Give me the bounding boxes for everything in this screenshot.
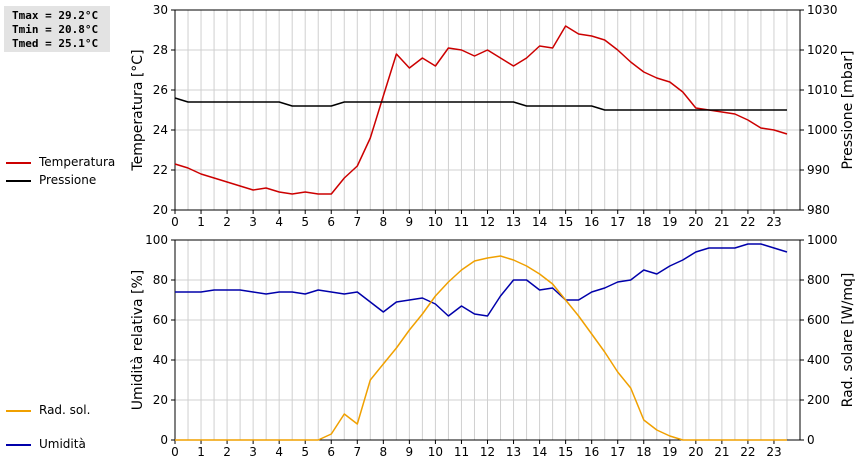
x-tick-label: 0 bbox=[171, 445, 179, 459]
x-tick-label: 20 bbox=[688, 445, 703, 459]
x-tick-label: 8 bbox=[380, 445, 388, 459]
x-tick-label: 12 bbox=[480, 445, 495, 459]
x-tick-label: 0 bbox=[171, 215, 179, 229]
x-tick-label: 18 bbox=[636, 445, 651, 459]
y-tick-label-right: 200 bbox=[807, 393, 830, 407]
legend-swatch-temperatura bbox=[6, 162, 31, 164]
x-tick-label: 17 bbox=[610, 215, 625, 229]
x-tick-label: 1 bbox=[197, 215, 205, 229]
y-tick-label-right: 400 bbox=[807, 353, 830, 367]
x-tick-label: 14 bbox=[532, 215, 547, 229]
stat-tmin: Tmin = 20.8°C bbox=[12, 23, 99, 36]
x-tick-label: 6 bbox=[327, 445, 335, 459]
x-tick-label: 9 bbox=[406, 445, 414, 459]
legend-swatch-pressione bbox=[6, 180, 31, 182]
x-tick-label: 15 bbox=[558, 445, 573, 459]
y-tick-label-left: 28 bbox=[153, 43, 168, 57]
y-tick-label-left: 100 bbox=[145, 233, 168, 247]
y-tick-label-right: 1020 bbox=[807, 43, 838, 57]
chart-0: 0 1 2 3 4 5 6 7 8 9 10 11 12 13 14 15 16 17 18 19 20 21 22 2320… bbox=[130, 3, 856, 229]
y-tick-label-right: 990 bbox=[807, 163, 830, 177]
y-tick-label-left: 22 bbox=[153, 163, 168, 177]
y-tick-label-left: 80 bbox=[153, 273, 168, 287]
x-tick-label: 11 bbox=[454, 445, 469, 459]
series-line-rad-sol- bbox=[175, 255, 787, 441]
legend-label-rad-sol: Rad. sol. bbox=[39, 403, 91, 417]
y-axis-title-right: Pressione [mbar] bbox=[840, 50, 856, 169]
x-tick-label: 18 bbox=[636, 215, 651, 229]
legend-label-umidita: Umidità bbox=[39, 437, 86, 451]
x-tick-label: 13 bbox=[506, 215, 521, 229]
x-tick-label: 21 bbox=[714, 445, 729, 459]
y-tick-label-right: 800 bbox=[807, 273, 830, 287]
x-tick-label: 2 bbox=[223, 215, 231, 229]
y-tick-label-right: 980 bbox=[807, 203, 830, 217]
x-tick-label: 16 bbox=[584, 445, 599, 459]
x-tick-label: 14 bbox=[532, 445, 547, 459]
y-tick-label-left: 20 bbox=[153, 203, 168, 217]
x-tick-label: 8 bbox=[380, 215, 388, 229]
y-tick-label-right: 1000 bbox=[807, 233, 838, 247]
y-tick-label-right: 0 bbox=[807, 433, 815, 447]
y-tick-label-left: 0 bbox=[160, 433, 168, 447]
y-tick-label-left: 24 bbox=[153, 123, 168, 137]
x-tick-label: 22 bbox=[740, 215, 755, 229]
x-tick-label: 21 bbox=[714, 215, 729, 229]
x-tick-label: 15 bbox=[558, 215, 573, 229]
y-tick-label-left: 26 bbox=[153, 83, 168, 97]
x-tick-label: 5 bbox=[301, 215, 309, 229]
x-tick-label: 3 bbox=[249, 215, 257, 229]
x-tick-label: 4 bbox=[275, 445, 283, 459]
x-tick-label: 10 bbox=[428, 215, 443, 229]
y-axis-title-right: Rad. solare [W/mq] bbox=[840, 273, 856, 408]
stats-box: Tmax = 29.2°C Tmin = 20.8°C Tmed = 25.1°… bbox=[4, 6, 110, 52]
stat-tmax: Tmax = 29.2°C bbox=[12, 9, 99, 22]
x-tick-label: 9 bbox=[406, 215, 414, 229]
x-tick-label: 23 bbox=[766, 215, 781, 229]
legend-swatch-umidita bbox=[6, 444, 31, 446]
y-axis-title-left: Umidità relativa [%] bbox=[130, 270, 146, 411]
x-tick-label: 23 bbox=[766, 445, 781, 459]
x-tick-label: 2 bbox=[223, 445, 231, 459]
y-tick-label-left: 60 bbox=[153, 313, 168, 327]
x-tick-label: 7 bbox=[353, 445, 361, 459]
y-tick-label-right: 1000 bbox=[807, 123, 838, 137]
series-line-pressione bbox=[174, 97, 787, 111]
x-tick-label: 12 bbox=[480, 215, 495, 229]
y-tick-label-left: 30 bbox=[153, 3, 168, 17]
x-tick-label: 1 bbox=[197, 445, 205, 459]
x-tick-label: 20 bbox=[688, 215, 703, 229]
series-line-temperatura bbox=[174, 25, 788, 195]
x-tick-label: 22 bbox=[740, 445, 755, 459]
y-axis-title-left: Temperatura [°C] bbox=[130, 49, 146, 171]
series-line-umidit- bbox=[175, 243, 788, 317]
x-tick-label: 13 bbox=[506, 445, 521, 459]
y-tick-label-right: 1010 bbox=[807, 83, 838, 97]
legend-swatch-rad-sol bbox=[6, 410, 31, 412]
stat-tmed: Tmed = 25.1°C bbox=[12, 37, 99, 50]
x-tick-label: 5 bbox=[301, 445, 309, 459]
y-tick-label-left: 20 bbox=[153, 393, 168, 407]
x-tick-label: 3 bbox=[249, 445, 257, 459]
y-tick-label-right: 600 bbox=[807, 313, 830, 327]
x-tick-label: 10 bbox=[428, 445, 443, 459]
x-tick-label: 17 bbox=[610, 445, 625, 459]
x-tick-label: 6 bbox=[327, 215, 335, 229]
x-tick-label: 19 bbox=[662, 215, 677, 229]
y-tick-label-right: 1030 bbox=[807, 3, 838, 17]
x-tick-label: 19 bbox=[662, 445, 677, 459]
legend-label-pressione: Pressione bbox=[39, 173, 97, 187]
x-tick-label: 7 bbox=[353, 215, 361, 229]
x-tick-label: 11 bbox=[454, 215, 469, 229]
y-tick-label-left: 40 bbox=[153, 353, 168, 367]
x-tick-label: 4 bbox=[275, 215, 283, 229]
legend-label-temperatura: Temperatura bbox=[39, 155, 116, 169]
chart-1: 0 1 2 3 4 5 6 7 8 9 10 11 12 13 14 15 16 17 18 19 20 21 22 2302… bbox=[130, 233, 856, 459]
x-tick-label: 16 bbox=[584, 215, 599, 229]
